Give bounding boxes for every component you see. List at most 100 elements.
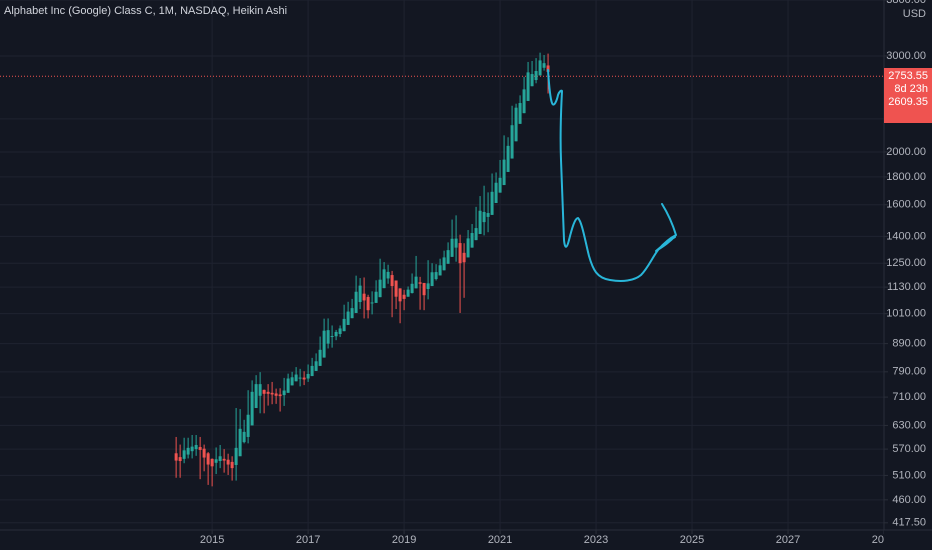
candle-body — [174, 453, 178, 461]
candle-body — [410, 283, 414, 294]
candle-body — [502, 159, 506, 186]
candle-body — [482, 211, 486, 223]
candle-body — [198, 447, 202, 450]
y-tick-label: 3000.00 — [886, 50, 926, 62]
x-tick-label: 2029 — [872, 534, 896, 546]
candle-body — [306, 373, 310, 379]
candle-body — [186, 447, 190, 455]
candle-body — [518, 103, 522, 124]
time-axis: 2015 2017 2019 2021 2023 2025 2027 2029 — [200, 530, 896, 546]
candle-body — [194, 444, 198, 450]
candle-body — [526, 72, 530, 101]
candle-body — [190, 446, 194, 452]
candle-body — [346, 311, 350, 325]
candle-body — [438, 265, 442, 276]
y-tick-label: 3800.00 — [886, 0, 926, 6]
candle-body — [274, 393, 278, 396]
candle-body — [534, 71, 538, 81]
candle-body — [494, 182, 498, 203]
candle-body — [206, 453, 210, 465]
candle-body — [490, 191, 494, 215]
candle-body — [442, 257, 446, 271]
candle-body — [182, 450, 186, 459]
chart-title: Alphabet Inc (Google) Class C, 1M, NASDA… — [4, 5, 287, 17]
candle-body — [462, 252, 466, 263]
candle-body — [342, 318, 346, 332]
y-tick-label: 1130.00 — [887, 281, 926, 293]
candle-body — [422, 282, 426, 296]
countdown-label: 8d 23h — [894, 83, 928, 95]
y-tick-label: 460.00 — [892, 494, 926, 506]
candle-body — [474, 228, 478, 241]
candle-body — [358, 285, 362, 303]
candle-body — [486, 213, 490, 217]
x-tick-label: 2017 — [296, 534, 320, 546]
candle-body — [418, 282, 422, 284]
candle-body — [402, 294, 406, 299]
candle-body — [214, 459, 218, 463]
candle-body — [390, 275, 394, 287]
candle-body — [434, 272, 438, 280]
candle-body — [286, 378, 290, 393]
price-tag-box — [884, 68, 932, 123]
candle-body — [530, 74, 534, 87]
candle-body — [278, 394, 282, 397]
x-tick-label: 2025 — [680, 534, 704, 546]
candle-body — [302, 377, 306, 380]
candle-body — [382, 269, 386, 289]
candle-body — [506, 145, 510, 172]
y-tick-label: 1800.00 — [886, 171, 926, 183]
currency-label: USD — [903, 8, 926, 20]
y-tick-label: 630.00 — [892, 419, 926, 431]
x-tick-label: 2021 — [488, 534, 512, 546]
x-tick-label: 2027 — [776, 534, 800, 546]
y-tick-label: 1250.00 — [886, 257, 926, 269]
candle-body — [430, 272, 434, 287]
y-tick-label: 2000.00 — [886, 146, 926, 158]
drawing-sketch — [547, 69, 677, 282]
y-tick-label: 510.00 — [892, 469, 926, 481]
candle-body — [334, 331, 338, 337]
candle-body — [354, 291, 358, 313]
candle-body — [238, 428, 242, 457]
candle-body — [406, 289, 410, 297]
candle-body — [310, 365, 314, 377]
candle-body — [514, 107, 518, 142]
candle-body — [298, 377, 302, 379]
candle-body — [446, 250, 450, 264]
candle-body — [222, 458, 226, 461]
x-tick-label: 2023 — [584, 534, 608, 546]
candle-body — [350, 308, 354, 319]
candle-body — [266, 391, 270, 394]
candle-body — [330, 336, 334, 338]
candle-body — [258, 384, 262, 396]
ha-price-label: 2609.35 — [888, 96, 928, 108]
candle-body — [322, 330, 326, 358]
candle-body — [202, 448, 206, 458]
candle-body — [218, 456, 222, 462]
candle-body — [450, 238, 454, 257]
candle-body — [378, 279, 382, 298]
candle-body — [466, 238, 470, 258]
candle-body — [290, 377, 294, 386]
y-tick-label: 1010.00 — [886, 308, 926, 320]
last-price-label: 2753.55 — [888, 70, 928, 82]
candle-body — [374, 291, 378, 303]
candle-body — [546, 65, 550, 72]
candle-body — [370, 302, 374, 304]
y-tick-label: 890.00 — [892, 338, 926, 350]
candle-body — [246, 414, 250, 437]
candle-body — [454, 238, 458, 248]
candle-body — [226, 459, 230, 465]
candle-body — [426, 283, 430, 289]
candle-body — [366, 296, 370, 311]
candle-body — [538, 60, 542, 76]
candle-body — [510, 125, 514, 159]
candle-body — [254, 384, 258, 409]
candle-body — [458, 243, 462, 264]
candle-body — [498, 177, 502, 193]
candle-body — [250, 391, 254, 426]
candle-body — [270, 392, 274, 395]
